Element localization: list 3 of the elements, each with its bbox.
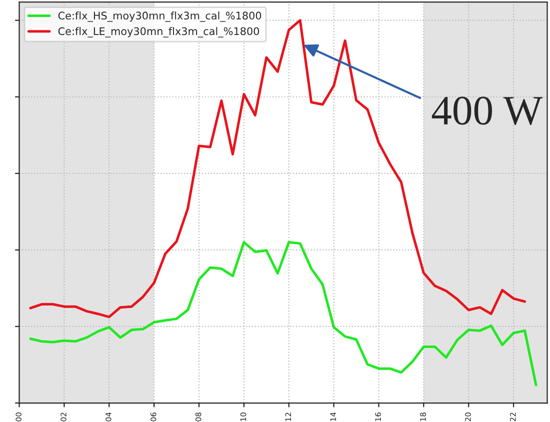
- legend-label: Ce:flx_HS_moy30mn_flx3m_cal_%1800: [58, 11, 262, 22]
- annotation: 400 W: [432, 96, 543, 126]
- legend-label: Ce:flx_LE_moy30mn_flx3m_cal_%1800: [58, 27, 260, 38]
